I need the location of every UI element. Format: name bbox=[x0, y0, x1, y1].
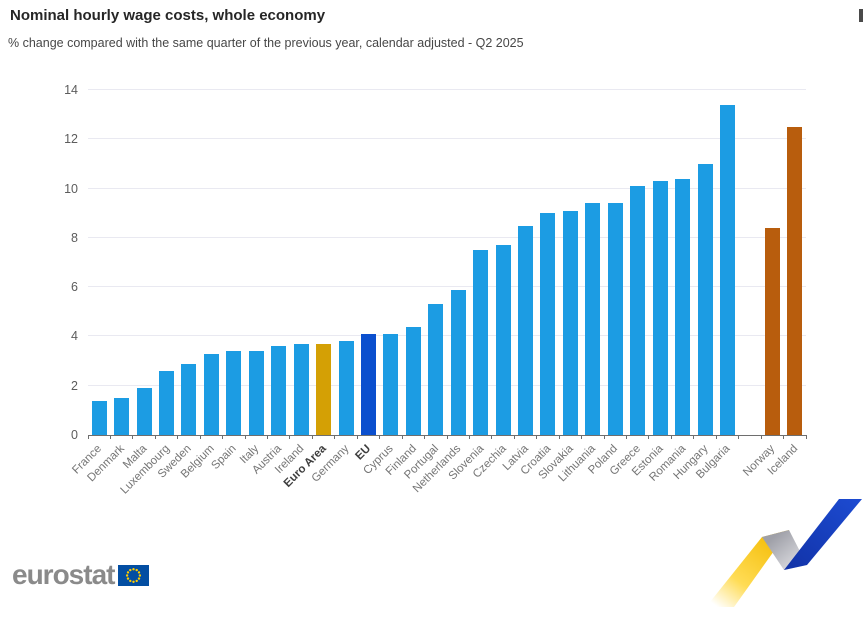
bar-luxembourg[interactable] bbox=[159, 370, 175, 435]
y-axis-labels: 0 2 4 6 8 10 12 14 bbox=[28, 83, 78, 442]
bar-malta[interactable] bbox=[136, 388, 152, 435]
gridline-6 bbox=[88, 286, 806, 288]
bar-bulgaria[interactable] bbox=[719, 104, 735, 435]
x-axis-tick bbox=[199, 435, 201, 439]
flag-stars bbox=[126, 567, 142, 583]
y-tick-label-0: 0 bbox=[71, 428, 78, 442]
x-axis-tick bbox=[715, 435, 717, 439]
x-axis-tick bbox=[670, 435, 672, 439]
bar-estonia[interactable] bbox=[652, 181, 668, 435]
bar-sweden[interactable] bbox=[181, 363, 197, 435]
page-subtitle: % change compared with the same quarter … bbox=[8, 36, 524, 50]
x-axis-tick bbox=[311, 435, 313, 439]
bar-finland[interactable] bbox=[405, 326, 421, 435]
x-axis-tick bbox=[513, 435, 515, 439]
bar-iceland[interactable] bbox=[787, 126, 803, 435]
trend-ribbon-graphic bbox=[706, 499, 862, 607]
x-axis-tick bbox=[424, 435, 426, 439]
gridline-10 bbox=[88, 187, 806, 189]
x-axis-tick bbox=[356, 435, 358, 439]
eu-flag-icon bbox=[118, 564, 150, 586]
bar-euro-area[interactable] bbox=[316, 343, 332, 435]
x-axis-tick bbox=[738, 435, 740, 439]
x-axis-tick bbox=[87, 435, 89, 439]
x-axis-tick bbox=[581, 435, 583, 439]
y-tick-label-6: 6 bbox=[71, 280, 78, 295]
x-axis-tick bbox=[334, 435, 336, 439]
x-axis-tick bbox=[626, 435, 627, 439]
bar-spain[interactable] bbox=[226, 351, 242, 435]
eurostat-logo[interactable]: eurostat bbox=[12, 559, 150, 590]
bar-germany[interactable] bbox=[338, 341, 354, 435]
y-tick-label-12: 12 bbox=[64, 132, 78, 147]
x-axis-tick bbox=[491, 435, 493, 439]
bar-croatia[interactable] bbox=[540, 213, 556, 435]
gridline-12 bbox=[88, 138, 806, 140]
x-axis-tick bbox=[783, 435, 785, 439]
bar-hungary[interactable] bbox=[697, 163, 713, 435]
bar-portugal[interactable] bbox=[428, 304, 444, 435]
x-tick-label-spain: Spain bbox=[209, 442, 240, 473]
bar-norway[interactable] bbox=[764, 228, 780, 435]
x-axis-tick bbox=[379, 435, 381, 439]
bar-netherlands[interactable] bbox=[450, 289, 466, 435]
bar-lithuania[interactable] bbox=[585, 203, 601, 435]
y-tick-label-8: 8 bbox=[71, 230, 78, 245]
ribbon-blue-band bbox=[784, 499, 862, 570]
page-title: Nominal hourly wage costs, whole economy bbox=[10, 7, 326, 24]
gridline-4 bbox=[88, 335, 806, 337]
x-axis-tick bbox=[289, 435, 291, 439]
y-tick-label-10: 10 bbox=[64, 181, 78, 196]
gridline-8 bbox=[88, 236, 806, 238]
x-axis-tick bbox=[536, 435, 538, 439]
y-tick-label-2: 2 bbox=[71, 378, 78, 393]
x-axis-tick bbox=[401, 435, 403, 439]
bar-romania[interactable] bbox=[675, 178, 691, 435]
x-axis-tick bbox=[109, 435, 111, 439]
plot-area bbox=[87, 89, 807, 439]
x-axis-tick bbox=[468, 435, 470, 439]
x-axis-tick bbox=[558, 435, 560, 439]
bar-eu[interactable] bbox=[360, 333, 376, 435]
x-axis-tick bbox=[154, 435, 156, 439]
x-axis-tick bbox=[603, 435, 605, 439]
bar-poland[interactable] bbox=[607, 203, 623, 435]
y-tick-label-14: 14 bbox=[64, 83, 78, 97]
bar-czechia[interactable] bbox=[495, 245, 511, 435]
bar-slovenia[interactable] bbox=[473, 250, 489, 435]
x-axis-tick bbox=[132, 435, 134, 439]
x-axis-tick bbox=[177, 435, 179, 439]
x-axis-tick bbox=[648, 435, 650, 439]
menu-icon[interactable] bbox=[859, 9, 863, 22]
bar-italy[interactable] bbox=[248, 351, 264, 435]
eurostat-logo-text: eurostat bbox=[12, 559, 115, 590]
gridline-2 bbox=[88, 384, 806, 386]
bar-denmark[interactable] bbox=[114, 398, 130, 435]
bar-cyprus[interactable] bbox=[383, 333, 399, 435]
x-axis-tick bbox=[244, 435, 246, 439]
bar-greece[interactable] bbox=[630, 186, 646, 435]
x-axis-tick bbox=[267, 435, 268, 439]
bar-austria[interactable] bbox=[271, 346, 287, 435]
bar-slovakia[interactable] bbox=[562, 210, 578, 435]
ribbon-yellow-band bbox=[706, 530, 789, 607]
x-axis-tick bbox=[693, 435, 695, 439]
x-axis-tick bbox=[446, 435, 448, 439]
x-axis-tick bbox=[805, 435, 807, 439]
bar-belgium[interactable] bbox=[203, 353, 219, 435]
x-axis-tick bbox=[760, 435, 762, 439]
x-axis-tick bbox=[222, 435, 224, 439]
bar-ireland[interactable] bbox=[293, 343, 309, 435]
bar-france[interactable] bbox=[91, 400, 107, 435]
bar-latvia[interactable] bbox=[518, 225, 534, 435]
y-tick-label-4: 4 bbox=[71, 329, 78, 344]
gridline-14 bbox=[88, 89, 806, 90]
